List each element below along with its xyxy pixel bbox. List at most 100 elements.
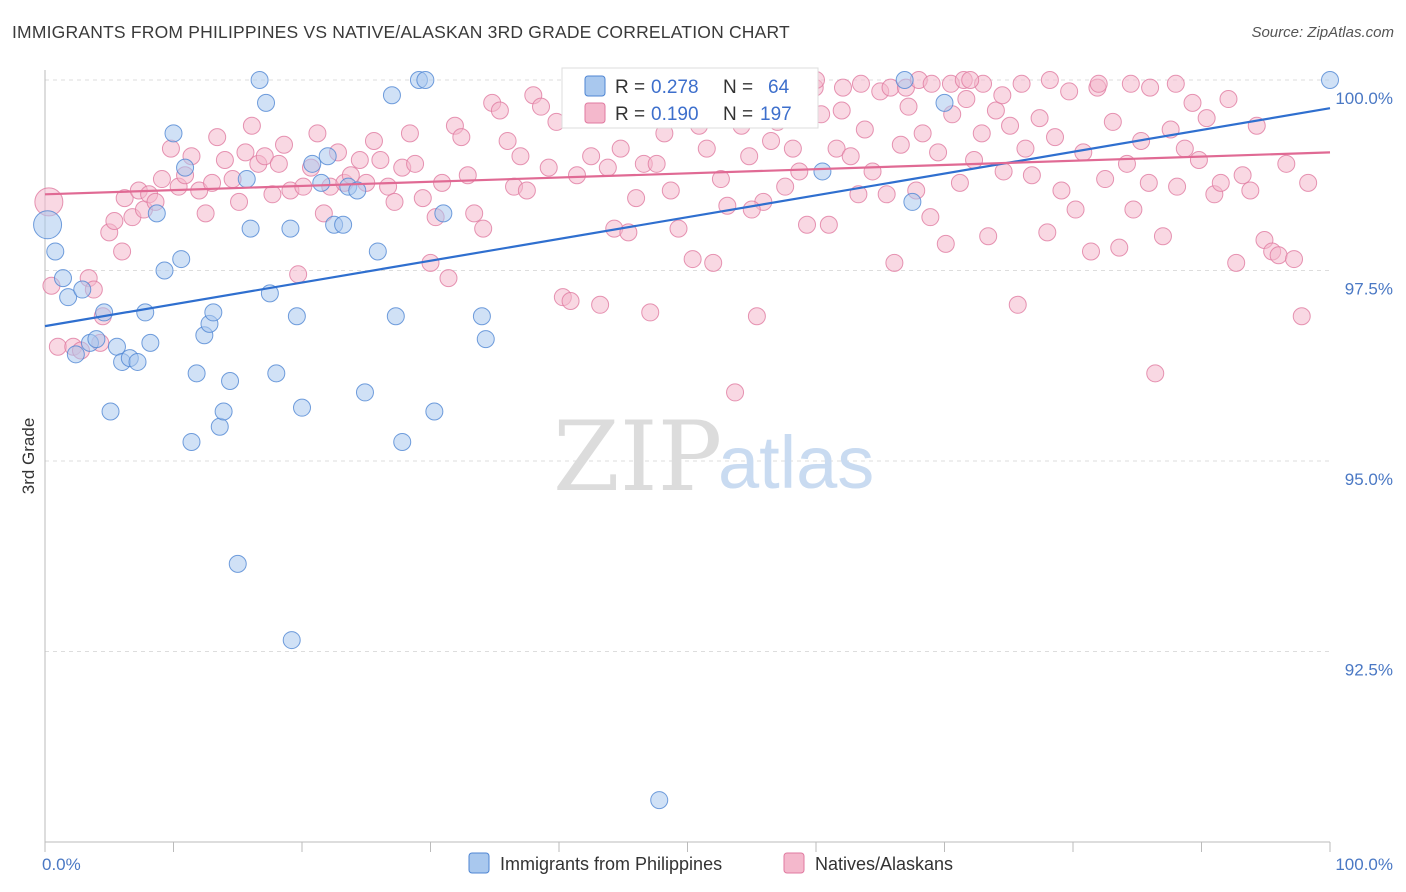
natives-point [936,234,955,253]
natives-point [1089,74,1108,93]
natives-point [364,131,383,150]
natives-point [833,78,852,97]
chart-title: IMMIGRANTS FROM PHILIPPINES VS NATIVE/AL… [12,22,790,42]
philippines-point [164,124,183,143]
natives-point [385,192,404,211]
natives-point [783,139,802,158]
philippines-trend-line [44,107,1331,328]
philippines-point [141,333,160,352]
natives-point [379,177,398,196]
philippines-point [155,261,174,280]
philippines-point [136,303,155,322]
natives-point [950,173,969,192]
natives-point [289,265,308,284]
bottom-legend-swatch-blue [468,852,490,874]
natives-point [611,139,630,158]
natives-point [498,131,517,150]
natives-point [697,139,716,158]
natives-point [314,204,333,223]
natives-point [1146,364,1165,383]
natives-point [747,307,766,326]
natives-point [413,189,432,208]
natives-point [849,185,868,204]
natives-point [1110,238,1129,257]
natives-point [669,219,688,238]
trend-lines [44,107,1331,328]
natives-point [913,124,932,143]
natives-point [1211,173,1230,192]
natives-point [1060,82,1079,101]
y-tick-label: 100.0% [1335,89,1393,108]
natives-point [1103,112,1122,131]
natives-point [627,189,646,208]
natives-point [400,124,419,143]
natives-point [561,291,580,310]
y-tick-label: 92.5% [1345,661,1393,680]
natives-point [48,337,67,356]
philippines-point [66,345,85,364]
legend-r-label: R = [615,77,645,98]
philippines-point [472,307,491,326]
natives-point [647,154,666,173]
natives-point [517,181,536,200]
natives-point [452,128,471,147]
natives-point [215,151,234,170]
natives-point [350,151,369,170]
philippines-point [312,173,331,192]
natives-point [1012,74,1031,93]
natives-point [1166,74,1185,93]
natives-point [236,143,255,162]
natives-point [255,147,274,166]
series-philippines-points [33,71,1339,810]
natives-point [922,74,941,93]
natives-point [421,253,440,272]
natives-point [1183,93,1202,112]
legend-r-value: 0.278 [651,77,699,98]
natives-point [855,120,874,139]
philippines-point [250,71,269,89]
natives-point [196,204,215,223]
natives-point [921,208,940,227]
philippines-point [476,330,495,349]
natives-point [532,97,551,116]
philippines-point [87,330,106,349]
natives-point [641,303,660,322]
x-tick-label-min: 0.0% [42,855,81,874]
philippines-point [237,170,256,189]
natives-point [986,101,1005,120]
philippines-point [73,280,92,299]
natives-point [711,170,730,189]
natives-point [1124,200,1143,219]
philippines-point [182,432,201,451]
natives-point [152,170,171,189]
philippines-point [95,303,114,322]
natives-point [1168,177,1187,196]
natives-point [1227,253,1246,272]
natives-point [885,253,904,272]
natives-point [1016,139,1035,158]
natives-point [929,143,948,162]
natives-point [661,181,680,200]
natives-point [1074,143,1093,162]
natives-point [1022,166,1041,185]
philippines-point [53,269,72,288]
watermark-atlas: atlas [718,421,874,504]
natives-point [275,135,294,154]
natives-point [819,215,838,234]
philippines-point [425,402,444,421]
natives-point [582,147,601,166]
legend-r-label: R = [615,104,645,125]
philippines-point [101,402,120,421]
natives-point [1052,181,1071,200]
philippines-point [393,432,412,451]
natives-point [567,166,586,185]
legend-swatch-pink [584,102,606,124]
philippines-point [368,242,387,261]
x-tick-label-max: 100.0% [1335,855,1393,874]
natives-point [308,124,327,143]
natives-point [1299,173,1318,192]
philippines-point [204,303,223,322]
natives-point [798,215,817,234]
natives-trend-line [44,151,1331,196]
